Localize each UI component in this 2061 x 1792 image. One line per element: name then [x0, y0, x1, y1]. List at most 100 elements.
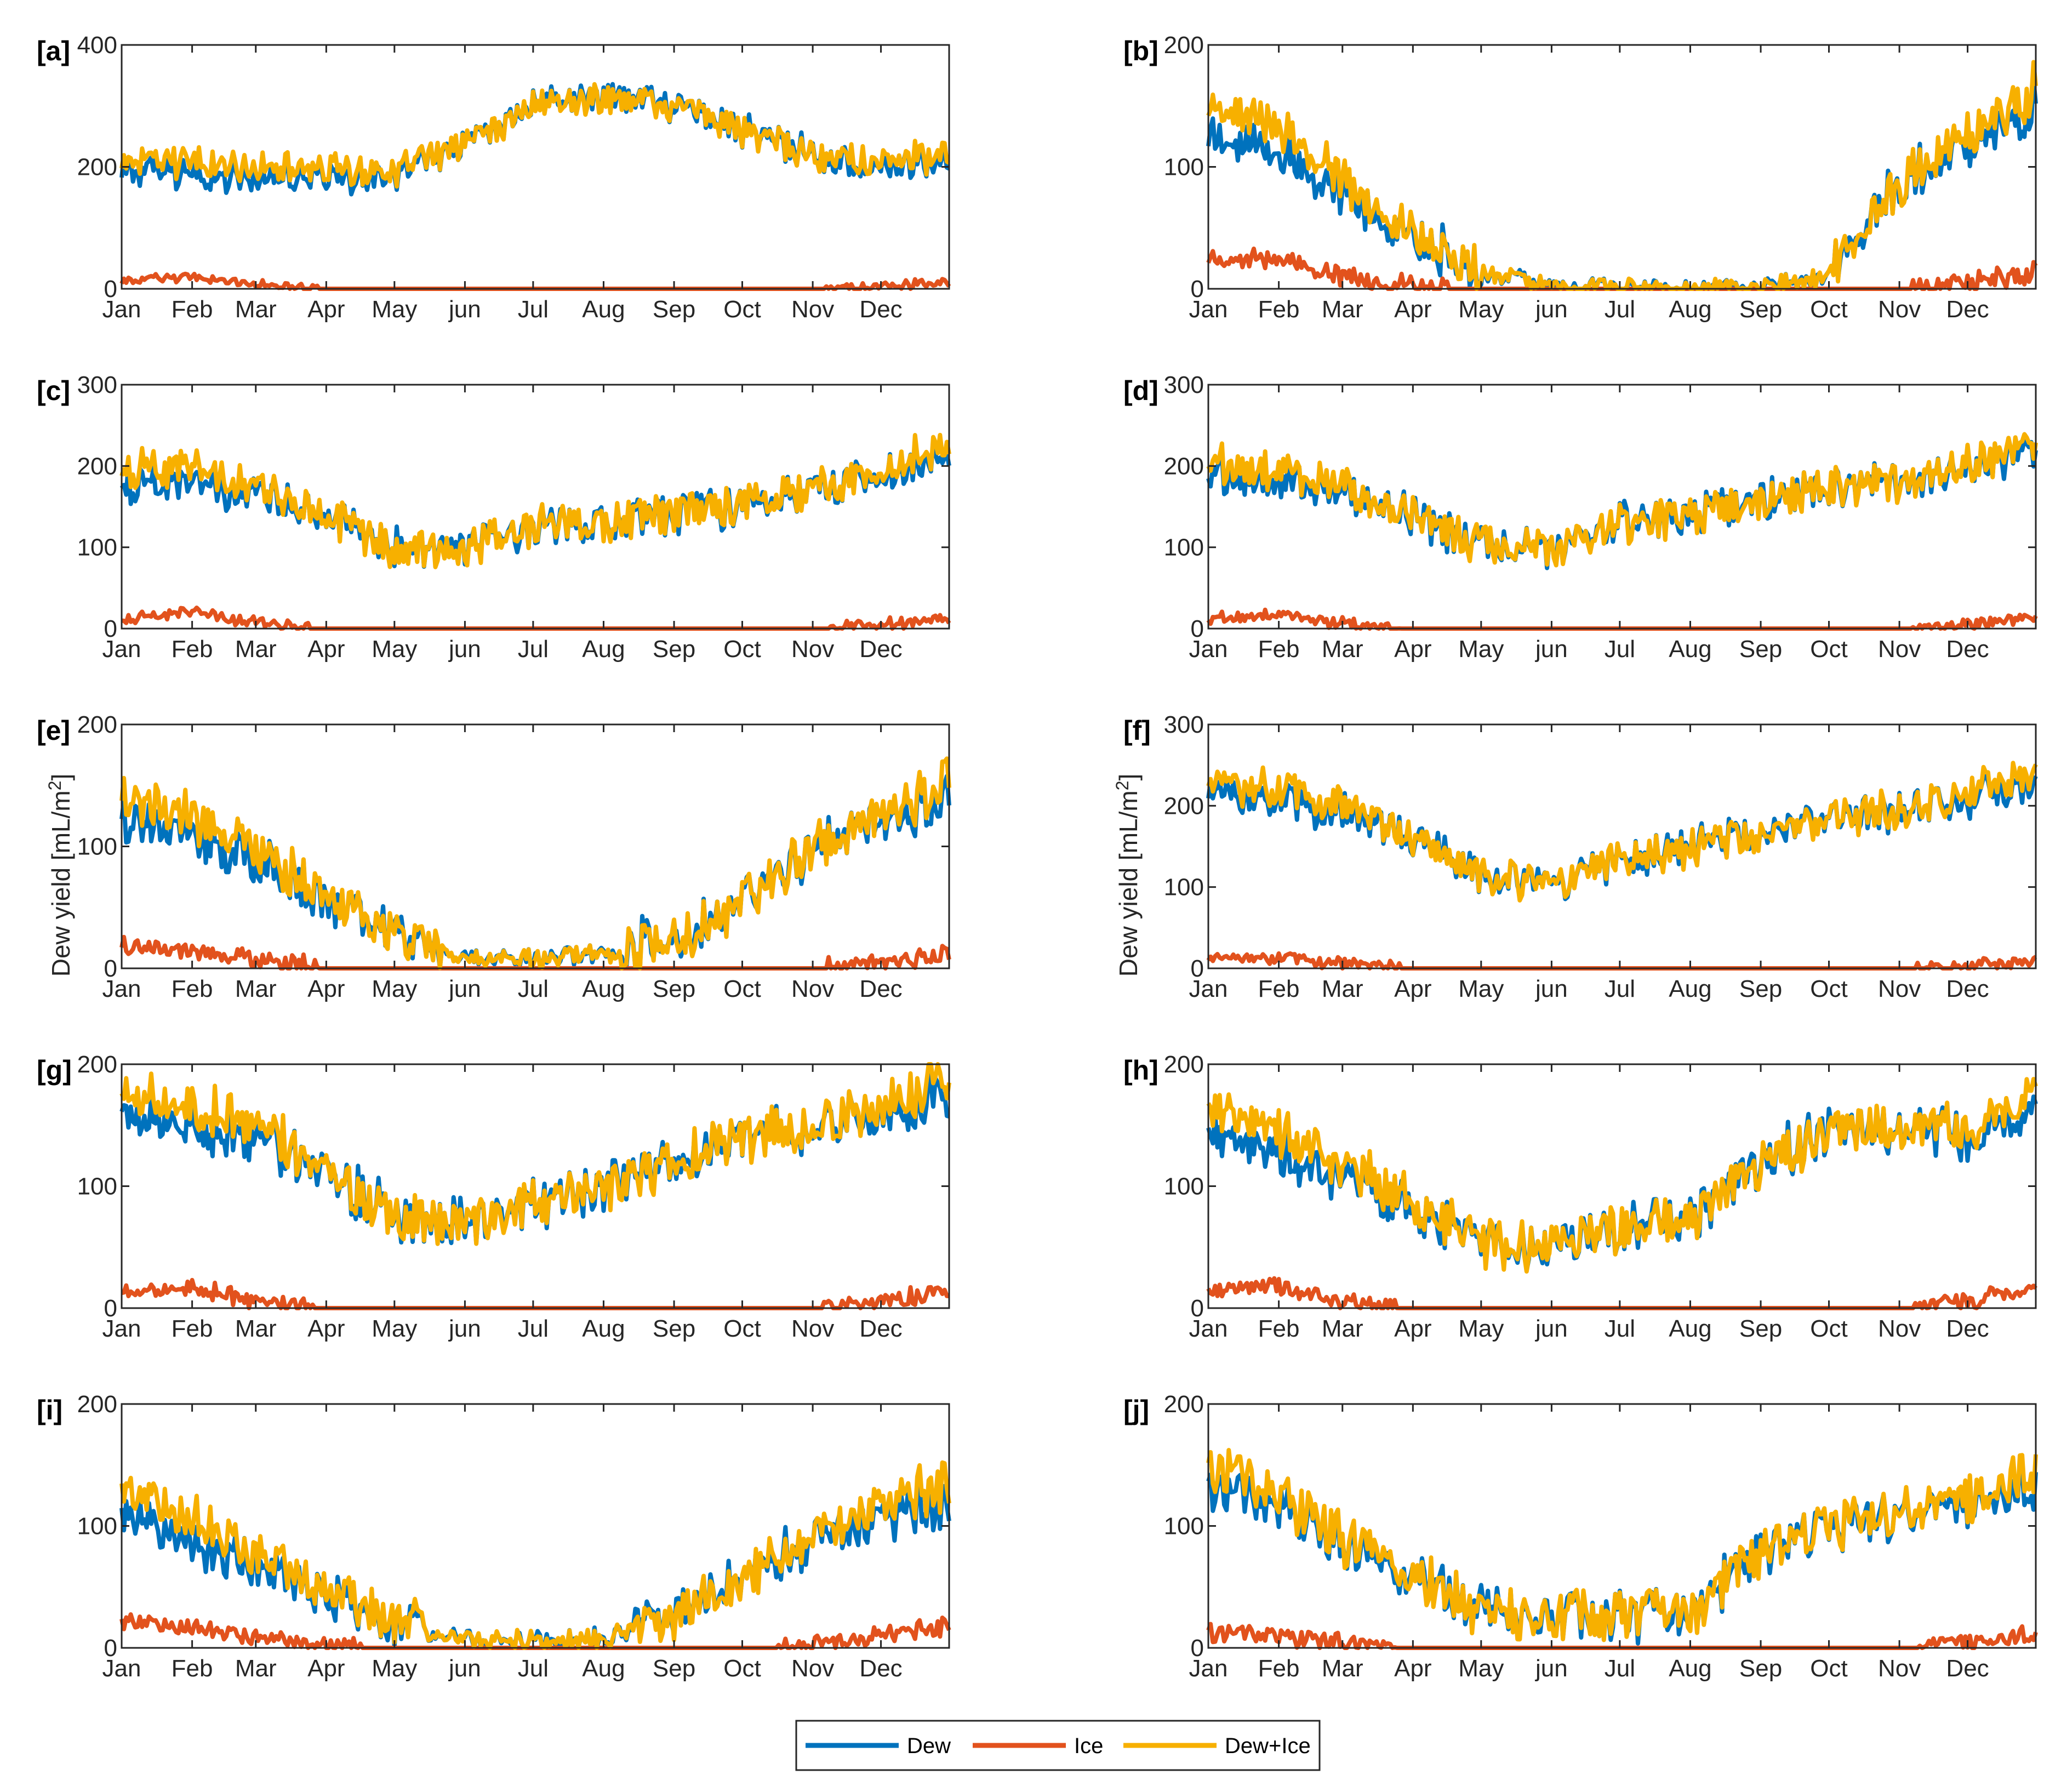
x-tick-label: Apr [307, 975, 345, 1002]
x-tick-label: Mar [235, 1315, 277, 1342]
x-tick-label: Dec [859, 1315, 902, 1342]
y-tick-label: 300 [77, 372, 117, 398]
y-tick-label: 0 [104, 1295, 117, 1322]
x-tick-label: Dec [1946, 1655, 1989, 1682]
x-tick-label: Sep [1739, 636, 1782, 663]
x-tick-label: Jul [1605, 1315, 1635, 1342]
x-tick-label: Sep [1739, 975, 1782, 1002]
x-tick-label: Aug [582, 296, 625, 323]
y-tick-label: 200 [77, 154, 117, 181]
panel-label: [a] [37, 36, 70, 66]
series-line-dew-ice [119, 82, 950, 189]
x-tick-label: Mar [235, 296, 277, 323]
y-tick-label: 300 [1164, 372, 1204, 398]
x-tick-label: Oct [723, 296, 761, 323]
y-tick-label: 0 [1191, 276, 1204, 303]
y-tick-label: 100 [1164, 1513, 1204, 1540]
series-line-dew-ice [119, 1062, 951, 1246]
panel-label: [g] [37, 1055, 72, 1086]
y-tick-label: 400 [77, 32, 117, 59]
y-tick-label: 0 [104, 1635, 117, 1662]
x-tick-label: May [372, 1655, 417, 1682]
x-tick-label: jun [1534, 296, 1568, 323]
x-tick-label: Feb [1258, 296, 1300, 323]
x-tick-label: Feb [172, 636, 213, 663]
x-tick-label: Sep [1739, 1315, 1782, 1342]
x-tick-label: Aug [1669, 1315, 1711, 1342]
y-tick-label: 200 [1164, 32, 1204, 59]
series-line-dew-ice [1206, 1448, 2038, 1642]
panel-label: [c] [37, 375, 70, 406]
y-tick-label: 100 [77, 834, 117, 860]
x-tick-label: jun [448, 975, 481, 1002]
x-tick-label: Jul [1605, 636, 1635, 663]
y-tick-label: 0 [104, 955, 117, 982]
x-tick-label: Aug [1669, 1655, 1711, 1682]
axes-box [1207, 384, 2037, 630]
y-tick-label: 200 [1164, 1391, 1204, 1418]
x-tick-label: Jan [102, 1315, 141, 1342]
x-tick-label: Dec [1946, 975, 1989, 1002]
x-tick-label: Feb [172, 1655, 213, 1682]
x-tick-label: Mar [235, 636, 277, 663]
x-tick-label: Aug [1669, 975, 1711, 1002]
x-tick-label: Aug [1669, 296, 1711, 323]
x-tick-label: Oct [723, 1315, 761, 1342]
panel-i: Jan Feb Mar Apr May jun Jul Aug Sep Oct Nov Dec 0 100… [37, 1391, 951, 1682]
x-tick-label: Feb [172, 975, 213, 1002]
x-tick-label: Oct [723, 1655, 761, 1682]
plot-area [122, 1404, 949, 1648]
y-tick-label: 0 [1191, 1635, 1204, 1662]
plot-area [122, 385, 949, 629]
y-tick-label: 100 [1164, 534, 1204, 561]
x-tick-label: Jul [518, 1315, 549, 1342]
panel-label: [h] [1123, 1055, 1158, 1086]
x-tick-label: Jul [518, 636, 549, 663]
x-tick-label: Apr [1394, 1655, 1431, 1682]
legend-label-dew: Dew [907, 1734, 951, 1758]
x-tick-label: Aug [582, 636, 625, 663]
plot-area [1208, 1064, 2036, 1308]
x-tick-label: Apr [1394, 1315, 1431, 1342]
x-tick-label: Apr [307, 636, 345, 663]
x-tick-label: Jul [1605, 1655, 1635, 1682]
axes-box [1207, 723, 2037, 969]
panel-a: Jan Feb Mar Apr May jun Jul Aug Sep Oct Nov Dec 0 200… [37, 32, 951, 323]
x-tick-label: May [372, 296, 417, 323]
y-tick-label: 100 [77, 534, 117, 561]
series-line-dew-ice [1206, 761, 2038, 903]
y-tick-label: 200 [77, 711, 117, 738]
y-tick-label: 0 [1191, 1295, 1204, 1322]
series-line-dew-ice [119, 1460, 951, 1650]
x-tick-label: Dec [859, 975, 902, 1002]
x-tick-label: Dec [1946, 636, 1989, 663]
y-tick-label: 200 [77, 453, 117, 480]
panel-e: Jan Feb Mar Apr May jun Jul Aug Sep Oct Nov Dec 0 100… [37, 711, 951, 1002]
y-tick-label: 200 [1164, 792, 1204, 819]
x-tick-label: jun [448, 636, 481, 663]
y-tick-label: 200 [77, 1391, 117, 1418]
x-tick-label: Feb [172, 1315, 213, 1342]
x-tick-label: Mar [1322, 636, 1363, 663]
y-tick-label: 100 [77, 1513, 117, 1540]
y-tick-label: 100 [1164, 1173, 1204, 1200]
panel-label: [j] [1123, 1395, 1149, 1425]
x-tick-label: Dec [1946, 296, 1989, 323]
x-tick-label: Jan [1189, 636, 1228, 663]
legend-label-dewice: Dew+Ice [1225, 1734, 1311, 1758]
x-tick-label: Nov [1878, 1655, 1921, 1682]
x-tick-label: Sep [1739, 296, 1782, 323]
x-tick-label: May [372, 975, 417, 1002]
x-tick-label: Mar [1322, 1655, 1363, 1682]
x-tick-label: Apr [307, 1315, 345, 1342]
y-tick-label: 0 [1191, 615, 1204, 642]
x-tick-label: Dec [859, 296, 902, 323]
x-tick-label: Jan [102, 975, 141, 1002]
x-tick-label: Jan [1189, 975, 1228, 1002]
x-tick-label: Apr [1394, 636, 1431, 663]
x-tick-label: Nov [1878, 636, 1921, 663]
panel-d: Jan Feb Mar Apr May jun Jul Aug Sep Oct Nov Dec 0 100… [1123, 372, 2038, 663]
y-tick-label: 100 [77, 1173, 117, 1200]
x-tick-label: May [1458, 296, 1504, 323]
